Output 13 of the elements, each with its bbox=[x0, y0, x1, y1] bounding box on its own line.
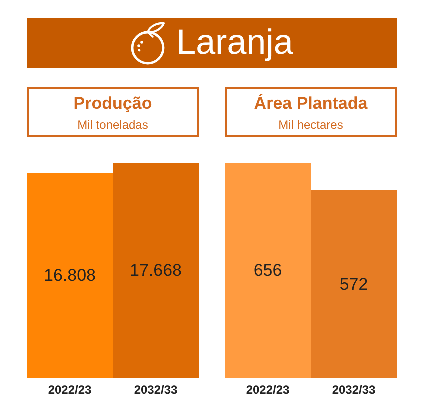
x-tick-label: 2032/33 bbox=[134, 383, 178, 397]
chart-title: Produção bbox=[72, 94, 154, 114]
chart-subtitle: Mil hectares bbox=[278, 117, 344, 133]
chart-subtitle: Mil toneladas bbox=[76, 117, 150, 133]
data-label: 17.668 bbox=[130, 261, 182, 280]
chart-title: Área Plantada bbox=[253, 94, 369, 114]
x-tick-label: 2022/23 bbox=[246, 383, 290, 397]
data-label: 16.808 bbox=[44, 266, 96, 286]
x-tick-label: 2032/33 bbox=[332, 383, 376, 397]
title-banner: Laranja bbox=[27, 18, 397, 68]
x-tick-label: 2022/23 bbox=[48, 383, 92, 397]
data-label: 656 bbox=[254, 261, 282, 280]
data-label: 572 bbox=[340, 274, 368, 294]
